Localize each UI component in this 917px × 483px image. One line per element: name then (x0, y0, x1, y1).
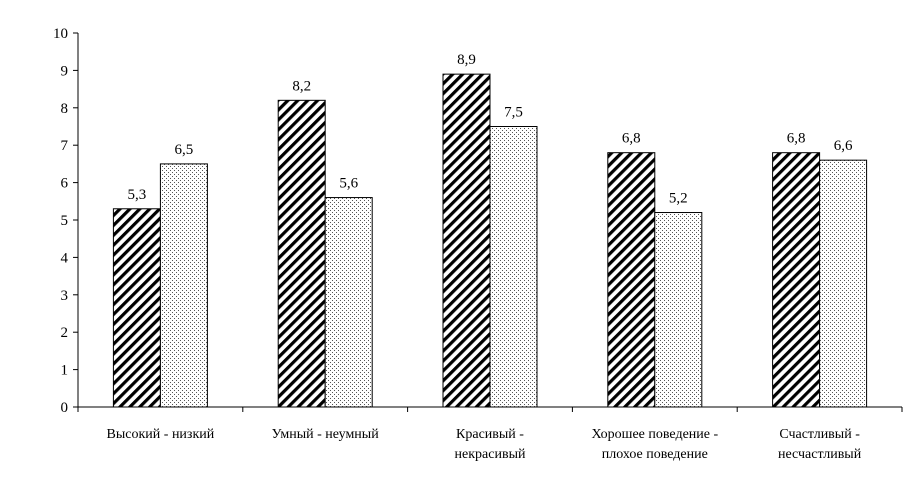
category-label-line: Высокий - низкий (107, 427, 215, 442)
bar-series-1 (772, 152, 821, 408)
category-label-line: плохое поведение (602, 447, 708, 462)
data-label: 6,8 (787, 131, 806, 147)
y-tick-label: 3 (61, 288, 69, 304)
category-label: Высокий - низкий (107, 427, 215, 442)
x-axis (77, 406, 903, 412)
y-tick-label: 1 (61, 363, 69, 379)
data-label: 6,8 (622, 131, 641, 147)
bar-series-2 (819, 159, 868, 408)
y-tick-label: 6 (61, 176, 69, 192)
bars (112, 73, 868, 408)
data-label: 5,6 (339, 176, 358, 192)
bar-series-2 (489, 126, 538, 408)
y-tick-label: 4 (61, 250, 69, 266)
y-tick-label: 10 (53, 26, 68, 42)
category-label-line: Красивый - (456, 427, 524, 442)
y-tick-label: 5 (61, 213, 69, 229)
category-label: Счастливый - несчастливый (778, 427, 862, 462)
y-tick-label: 7 (61, 138, 69, 154)
y-axis: 0 1 2 3 4 5 6 7 8 9 10 (53, 26, 79, 416)
category-label-line: несчастливый (778, 447, 862, 462)
category-label: Хорошее поведение - плохое поведение (591, 427, 718, 462)
bar-series-2 (324, 197, 373, 408)
bar-series-2 (654, 212, 703, 408)
bar-series-1 (607, 152, 656, 408)
data-label: 6,5 (175, 142, 194, 158)
category-label-line: Счастливый - (779, 427, 860, 442)
data-label: 6,6 (834, 138, 853, 154)
y-tick-label: 9 (61, 63, 69, 79)
data-label: 8,9 (457, 52, 476, 68)
category-label-line: некрасивый (455, 447, 526, 462)
bar-series-2 (159, 163, 208, 408)
data-label: 5,2 (669, 191, 688, 207)
bar-series-1 (112, 208, 161, 408)
data-label: 8,2 (292, 78, 311, 94)
data-label: 5,3 (128, 187, 147, 203)
bar-series-1 (442, 73, 491, 408)
bar-series-1 (277, 99, 326, 408)
category-label-line: Умный - неумный (272, 427, 380, 442)
y-tick-label: 2 (61, 325, 69, 341)
data-label: 7,5 (504, 105, 523, 121)
category-label: Красивый - некрасивый (455, 427, 526, 462)
category-label: Умный - неумный (272, 427, 380, 442)
data-labels: 5,3 8,2 8,9 6,8 6,8 6,5 5,6 7,5 5,2 6,6 (128, 52, 853, 206)
category-label-line: Хорошее поведение - (591, 427, 718, 442)
y-tick-label: 0 (61, 400, 69, 416)
y-tick-label: 8 (61, 101, 69, 117)
category-labels: Высокий - низкий Умный - неумный Красивый … (107, 427, 862, 462)
